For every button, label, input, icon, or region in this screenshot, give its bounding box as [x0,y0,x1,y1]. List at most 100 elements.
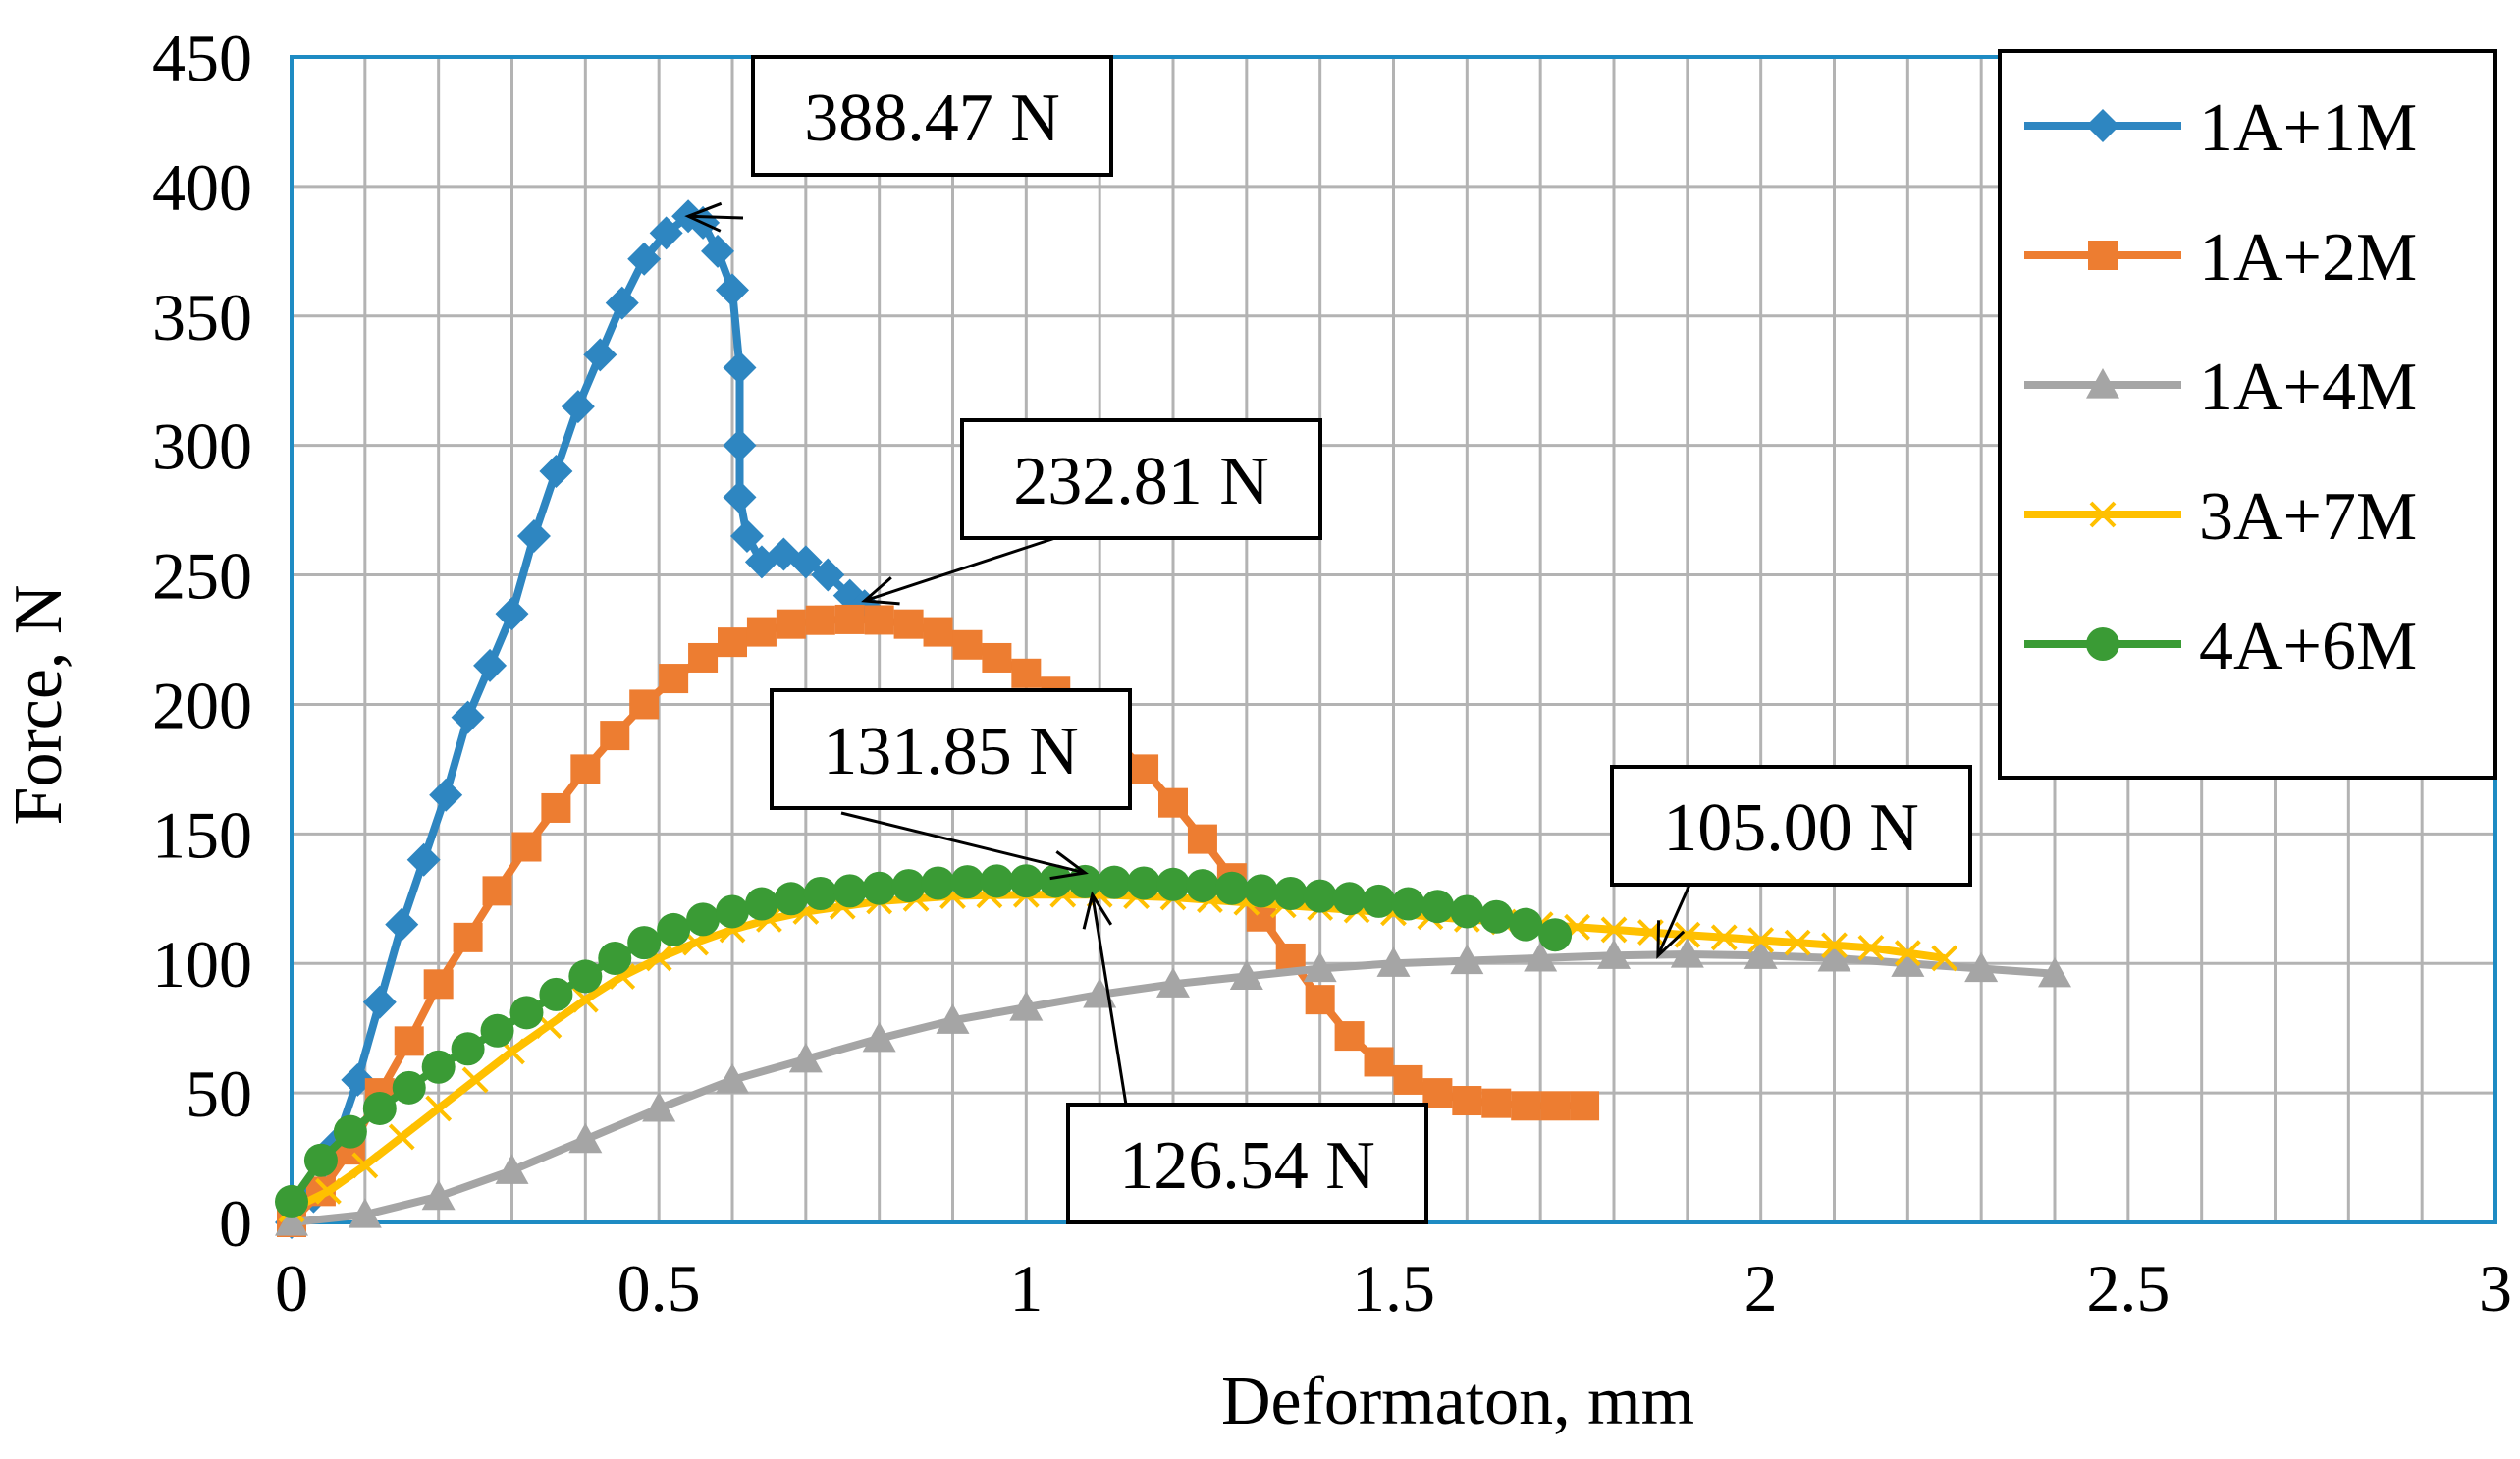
data-point [362,1091,397,1125]
data-point [811,558,845,592]
x-tick-label: 2.5 [2086,1251,2170,1325]
y-tick-label: 50 [186,1056,252,1131]
annotation-callout: 126.54 N [1066,891,1428,1224]
data-point [511,832,542,862]
data-point [570,754,601,784]
legend-item-1a-4m: 1A+4M [2024,350,2417,425]
data-point [649,216,683,250]
data-point [1303,879,1337,913]
legend-box [1998,49,2497,780]
data-point [723,351,757,385]
data-point [701,234,735,268]
x-axis-label: Deformaton, mm [1221,1364,1694,1439]
legend-marker [2088,241,2118,270]
data-point [834,604,865,634]
data-point [1450,894,1484,929]
data-point [392,1070,426,1105]
data-point [2038,956,2071,988]
data-point [388,1123,415,1151]
data-point [1747,927,1775,953]
data-point [893,609,924,639]
data-point [1305,985,1335,1015]
data-point [1098,865,1132,899]
data-point [1891,946,1925,977]
data-point [480,1013,514,1048]
legend-item-4a-6m: 4A+6M [2024,609,2417,684]
data-point [1931,945,1958,972]
data-point [688,642,719,673]
data-point [952,629,983,660]
data-point [1481,1088,1512,1118]
data-point [923,617,953,647]
data-point [1273,877,1308,911]
data-point [429,778,463,812]
legend: 1A+1M 1A+2M 1A+4M 3A+7M 4A+6M [1998,49,2497,780]
data-point [1039,864,1073,898]
data-point [1129,754,1159,784]
data-point [568,1122,603,1154]
data-point [598,941,632,975]
legend-label: 1A+1M [2199,90,2417,166]
data-point [1011,658,1042,688]
data-point [1156,967,1190,998]
data-point [788,545,823,579]
data-point [1229,959,1263,991]
data-point [1187,824,1217,854]
data-point [385,907,419,942]
data-point [862,871,896,905]
annotations: 388.47 N 232.81 N 131.85 N 126.54 N 105.00 N [684,55,1972,1224]
data-point [451,700,485,734]
data-point [453,922,483,952]
data-point [482,876,512,906]
data-point [333,1114,367,1149]
data-point [451,1032,485,1066]
legend-label: 1A+2M [2199,220,2417,296]
data-point [832,874,867,908]
data-point [891,869,926,903]
data-point [1817,941,1851,972]
data-point [394,1026,424,1056]
annotation-label: 126.54 N [1119,1128,1375,1204]
data-point [718,627,747,658]
annotation-arrow [1091,894,1128,1106]
data-point [642,1091,676,1122]
y-tick-label: 100 [152,927,252,1001]
legend-item-1a-1m: 1A+1M [2024,90,2417,166]
data-point [746,617,777,647]
annotation-label: 105.00 N [1663,790,1919,866]
data-point [541,792,571,823]
data-point [1391,887,1425,921]
data-point [495,597,529,631]
data-point [275,1184,308,1218]
data-point [774,882,808,916]
data-point [1479,899,1514,934]
data-point [423,969,454,1000]
annotation-arrowhead [1082,891,1113,930]
y-tick-label: 300 [152,409,252,484]
annotation-arrowhead [861,576,900,606]
annotation-callout: 232.81 N [861,418,1322,606]
data-point [495,1154,529,1184]
annotation-label: 388.47 N [804,81,1060,156]
data-point [629,689,660,720]
legend-marker [2089,501,2117,528]
data-point [315,1177,342,1205]
data-point [1393,1064,1423,1095]
data-point [1376,946,1411,977]
y-tick-label: 200 [152,668,252,742]
y-tick-labels: 0 50 100 150 200 250 300 350 400 450 [152,21,252,1261]
data-point [862,1021,896,1053]
annotation-box [751,55,1113,177]
data-point [539,977,573,1011]
data-point [1597,939,1631,969]
data-point [568,959,603,994]
data-point [805,605,835,635]
y-tick-label: 350 [152,280,252,354]
data-point [723,480,757,514]
x-tick-label: 1.5 [1352,1251,1435,1325]
annotation-box [960,418,1322,540]
annotation-arrowhead [1656,920,1686,959]
annotation-callout: 131.85 N [770,688,1132,881]
annotation-label: 232.81 N [1013,444,1269,519]
